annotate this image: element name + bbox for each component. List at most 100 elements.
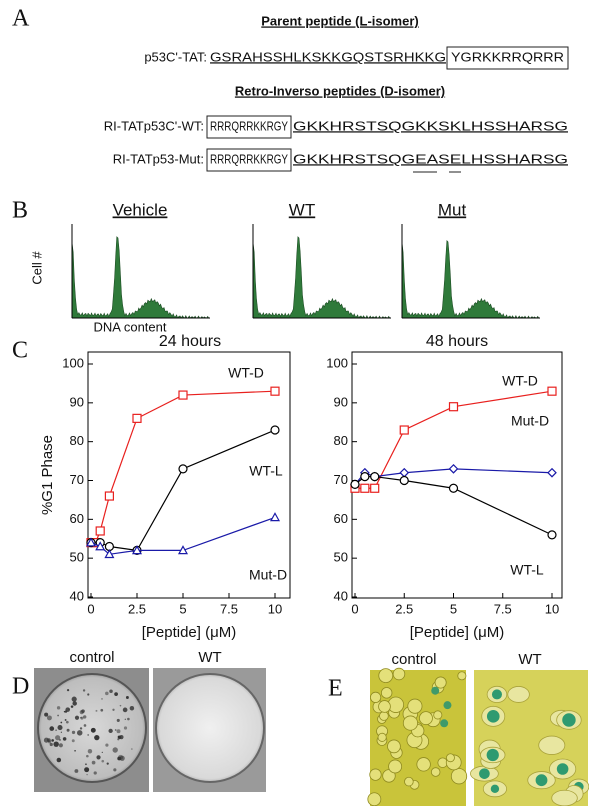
cell: [402, 715, 419, 731]
marker: [360, 483, 370, 493]
colony: [63, 710, 66, 713]
colony: [55, 735, 61, 741]
x-tick-label: 7.5: [220, 601, 238, 616]
colony: [100, 708, 104, 712]
colony: [105, 743, 109, 747]
colony: [117, 735, 121, 739]
colony: [129, 705, 135, 711]
y-tick-label: 90: [70, 394, 84, 409]
marker: [448, 464, 459, 474]
x-tick-label: 2.5: [395, 601, 413, 616]
marker: [270, 425, 280, 435]
histograms: [71, 224, 540, 319]
series-label: WT-D: [228, 365, 264, 381]
dish: [155, 673, 265, 783]
colony: [51, 739, 54, 742]
colony: [96, 755, 101, 760]
chart-title: 24 hours: [159, 333, 221, 350]
colony: [95, 709, 98, 712]
cell: [377, 732, 387, 742]
cell: [416, 757, 431, 772]
x-tick-label: 10: [545, 601, 559, 616]
colony: [71, 739, 75, 743]
cell: [370, 691, 382, 703]
y-tick-label: 60: [70, 511, 84, 526]
stained-cell: [535, 774, 548, 787]
y-tick-label: 60: [334, 511, 348, 526]
marker: [399, 467, 410, 478]
colony: [72, 701, 77, 706]
x-tick-label: 5: [179, 601, 186, 616]
y-tick-label: 100: [62, 355, 84, 370]
cell: [434, 676, 447, 689]
colony: [106, 762, 109, 765]
colony: [101, 698, 103, 700]
series-label: WT-L: [249, 463, 283, 479]
colony: [84, 767, 90, 773]
marker: [448, 483, 459, 493]
x-tick-label: 10: [268, 601, 282, 616]
colony: [62, 737, 67, 741]
x-tick-label: 0: [351, 601, 358, 616]
marker: [360, 472, 370, 482]
colony: [125, 696, 129, 699]
colony: [68, 708, 70, 710]
plot-frame: [87, 351, 291, 599]
colony: [112, 708, 115, 711]
colony: [64, 719, 67, 721]
stained-cell: [491, 689, 502, 700]
colony: [117, 756, 122, 761]
cell: [387, 739, 401, 754]
tat-sequence: RRRQRRKKRGY: [210, 119, 289, 133]
colony: [101, 759, 105, 763]
axis-label: DNA content: [94, 319, 167, 334]
colony: [86, 754, 89, 758]
y-tick-label: 40: [70, 588, 84, 603]
colony: [114, 692, 118, 696]
colony: [53, 741, 59, 747]
series-line: [91, 429, 276, 552]
colony: [114, 729, 117, 731]
colony: [116, 729, 121, 734]
cell: [446, 753, 455, 763]
chart-title: 48 hours: [426, 333, 488, 350]
marker: [370, 472, 380, 482]
tat-sequence: YGRKKRRQRRR: [451, 50, 564, 64]
colony: [49, 726, 55, 731]
cell: [369, 768, 382, 781]
stained-cell: [490, 784, 500, 794]
histogram-area: [252, 228, 391, 319]
colony: [85, 763, 87, 766]
cell: [430, 767, 441, 777]
colony: [94, 734, 100, 741]
y-tick-label: 90: [334, 394, 348, 409]
marker: [131, 545, 143, 555]
cell: [388, 759, 403, 774]
marker: [104, 491, 115, 501]
cell: [379, 711, 389, 721]
cell: [407, 698, 423, 714]
tat-box: [446, 46, 569, 70]
sequence: GKKHRSTSQGEASELHSSHARSG: [293, 152, 568, 166]
colony: [119, 704, 122, 707]
colony: [59, 739, 61, 741]
stained-cell: [479, 768, 490, 779]
colony: [127, 717, 130, 721]
colony: [108, 728, 113, 734]
colony: [87, 693, 90, 696]
plot-frame: [351, 351, 563, 599]
marker: [178, 464, 188, 474]
tat-sequence: RRRQRRKKRGY: [210, 152, 289, 166]
image-title: WT: [518, 651, 541, 668]
colony: [90, 727, 96, 733]
cell: [378, 668, 394, 684]
panel-label: B: [12, 198, 28, 224]
marker: [547, 530, 557, 540]
stained-cell: [562, 713, 576, 727]
marker: [132, 413, 142, 423]
colony: [116, 718, 120, 722]
series-label: WT-L: [510, 562, 544, 578]
colonies: [43, 689, 135, 776]
